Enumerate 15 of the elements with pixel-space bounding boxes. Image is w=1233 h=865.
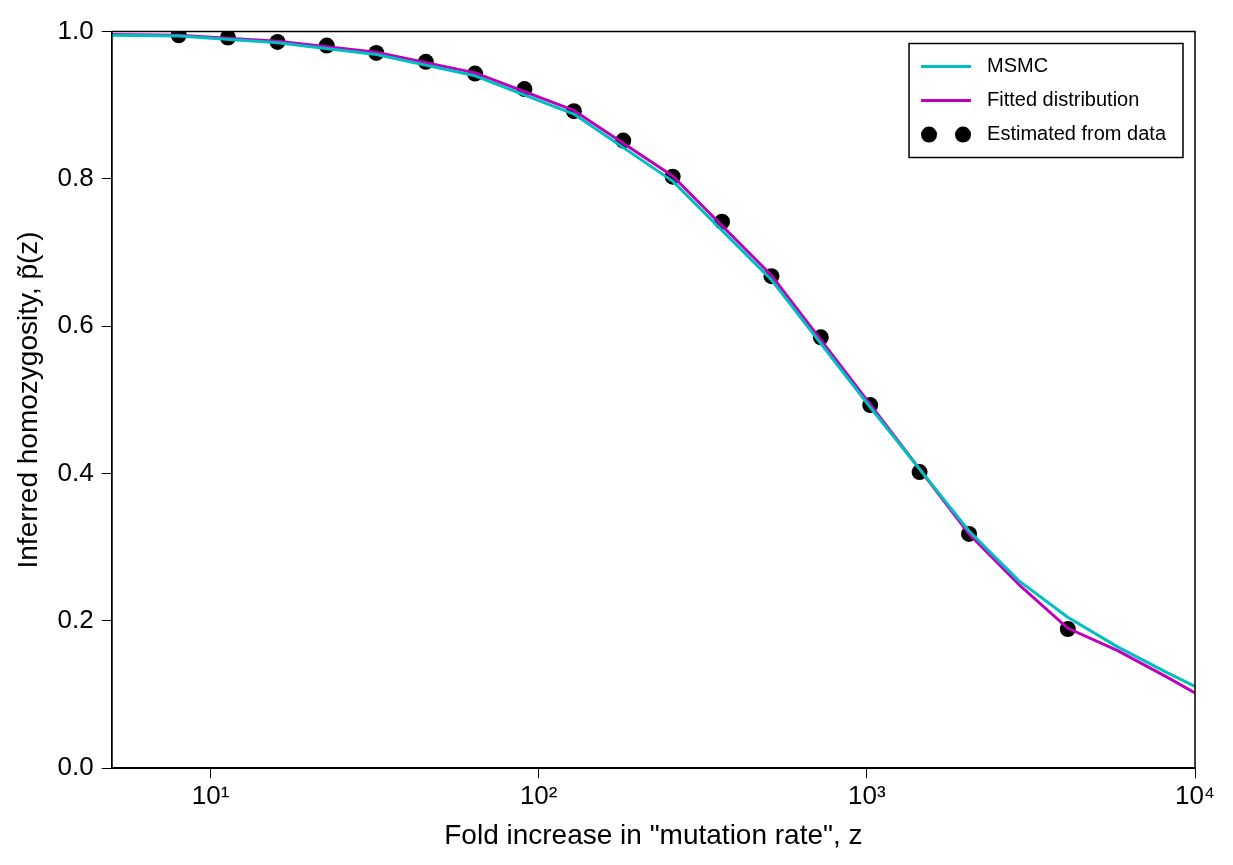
y-tick-label: 0.0 <box>57 751 94 782</box>
legend-label: Fitted distribution <box>987 88 1140 111</box>
x-tick-label: 10³ <box>848 779 886 810</box>
y-axis-title: Inferred homozygosity, p̃(z) <box>11 231 43 569</box>
legend-label: MSMC <box>987 54 1049 77</box>
x-tick-label: 10² <box>519 779 558 810</box>
y-tick-label: 1.0 <box>57 14 94 45</box>
y-tick-label: 0.4 <box>57 456 94 487</box>
x-tick-label: 10¹ <box>191 779 230 810</box>
y-tick-label: 0.8 <box>57 162 94 193</box>
x-tick-label: 10⁴ <box>1174 779 1216 810</box>
legend-label: Estimated from data <box>987 122 1167 145</box>
y-tick-label: 0.2 <box>57 604 94 635</box>
y-tick-label: 0.6 <box>57 309 94 340</box>
x-axis-title: Fold increase in "mutation rate", z <box>444 818 863 850</box>
